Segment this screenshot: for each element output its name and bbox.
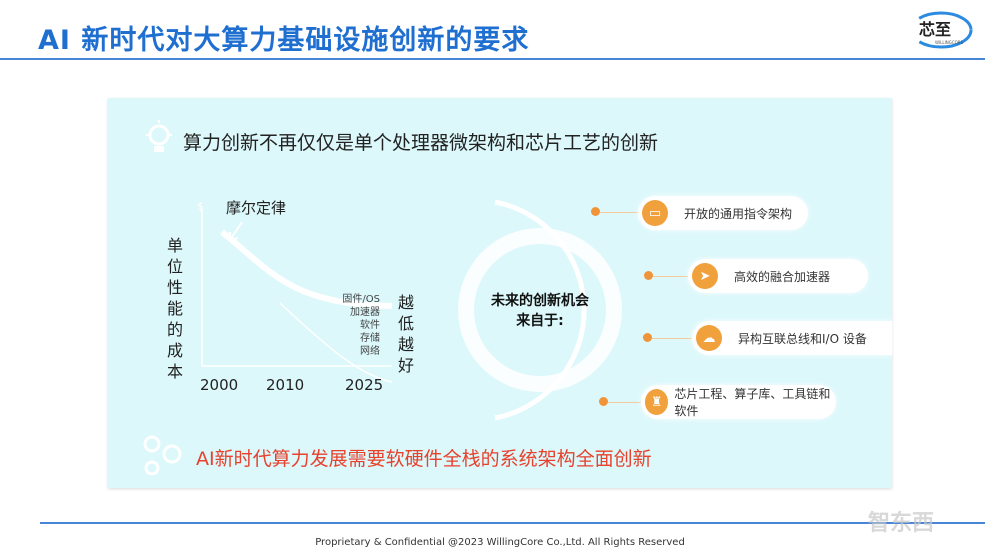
watermark: 智东西: [868, 511, 935, 536]
robot-icon: ♜: [645, 389, 669, 415]
stack-curve: [279, 302, 393, 383]
connector: [600, 212, 645, 213]
moore-curve: [220, 229, 393, 309]
cost-chart: [201, 210, 393, 383]
dot: [643, 333, 652, 342]
gears-icon: [143, 435, 182, 476]
title-divider: [0, 58, 985, 60]
dot: [644, 271, 653, 280]
bottom-statement: AI新时代算力发展需要软硬件全栈的系统架构全面创新: [196, 448, 652, 470]
center-text: 未来的创新机会 来自于:: [491, 293, 589, 329]
item-isa: ▭ 开放的通用指令架构: [638, 196, 808, 230]
arrow-icon: [229, 221, 243, 241]
item-label: 高效的融合加速器: [734, 269, 831, 284]
arc: [494, 199, 587, 421]
y-axis-label: 单位性能的成本: [166, 236, 183, 381]
item-label: 芯片工程、算子库、工具链和软件: [674, 387, 831, 418]
x-tick: 2000: [200, 376, 239, 394]
dot: [591, 207, 600, 216]
x-tick: 2025: [345, 376, 384, 394]
opportunity-circle: [458, 199, 622, 421]
svg-text:WILLINGCORE: WILLINGCORE: [935, 40, 964, 45]
svg-text:芯至: 芯至: [919, 20, 951, 39]
footer-divider: [40, 522, 985, 524]
item-label: 开放的通用指令架构: [684, 206, 793, 221]
item-interconnect: ☁ 异构互联总线和I/O 设备: [692, 321, 892, 355]
connector: [652, 338, 697, 339]
lightbulb-icon: [145, 120, 173, 158]
footer-text: Proprietary & Confidential @2023 Willing…: [315, 537, 685, 548]
x-tick: 2010: [266, 376, 305, 394]
laptop-icon: ▭: [642, 200, 668, 226]
connector: [653, 276, 693, 277]
item-accelerator: ➤ 高效的融合加速器: [688, 259, 868, 293]
connector: [608, 402, 648, 403]
lower-is-better-label: 越低越好: [397, 293, 414, 375]
panel-subtitle: 算力创新不再仅仅是单个处理器微架构和芯片工艺的创新: [183, 132, 659, 154]
dollar-symbol: $: [197, 200, 204, 213]
page-title: AI 新时代对大算力基础设施创新的要求: [38, 25, 530, 56]
cloud-computer-icon: ☁: [696, 325, 722, 351]
paper-plane-icon: ➤: [692, 263, 718, 289]
item-software: ♜ 芯片工程、算子库、工具链和软件: [641, 385, 836, 419]
company-logo: 芯至 WILLINGCORE: [905, 8, 980, 52]
item-label: 异构互联总线和I/O 设备: [738, 331, 867, 346]
moore-law-label: 摩尔定律: [226, 199, 287, 217]
lower-curve-labels: 固件/OS 加速器 软件 存储 网络: [342, 294, 380, 357]
dot: [599, 397, 608, 406]
